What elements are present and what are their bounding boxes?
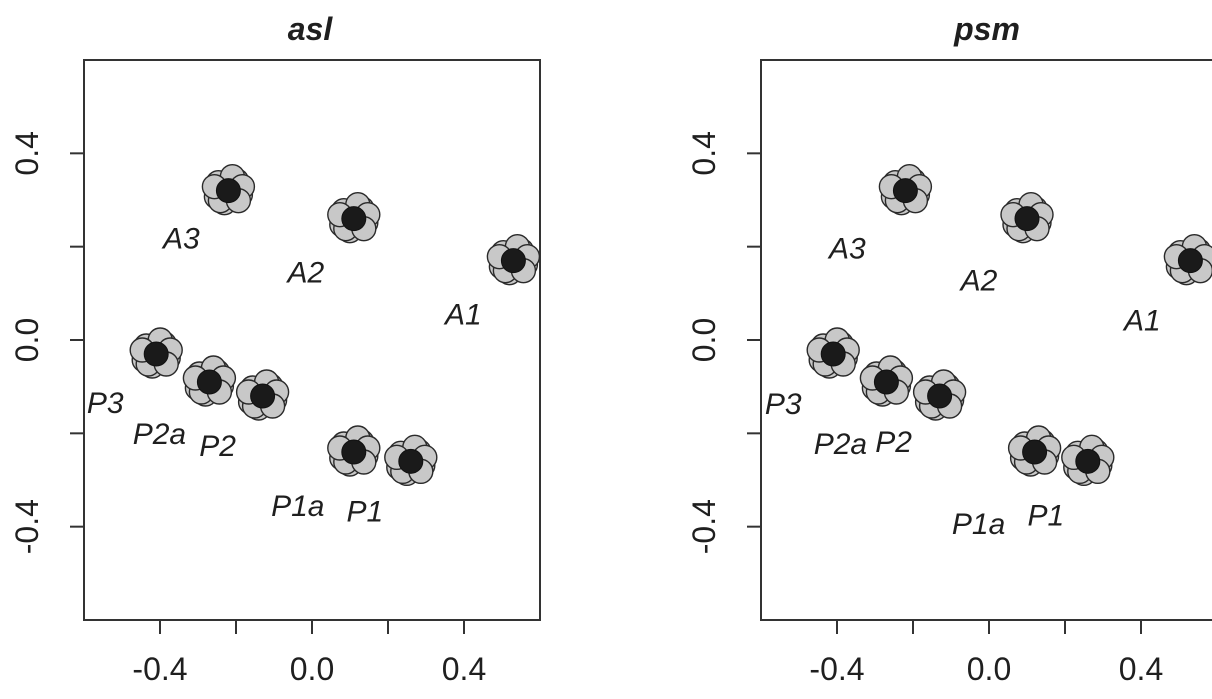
mean-point [892,178,918,204]
mean-point [927,383,953,409]
cluster-p2a [859,355,914,407]
cluster-a3 [878,163,933,216]
chart-title: psm [953,11,1020,47]
point-label: A2 [285,257,324,290]
cluster-a1 [1163,233,1212,286]
cluster-p3 [129,327,183,379]
cluster-p3 [806,327,860,379]
cluster-p2 [235,369,290,421]
cluster-a3 [201,163,256,216]
point-label: A3 [827,233,866,266]
cluster-p1a [327,425,381,477]
mean-point [1022,439,1048,465]
cluster-p1 [1061,434,1115,487]
point-label: A1 [1122,305,1161,338]
mean-point [398,448,424,474]
mean-point [341,439,367,465]
point-label: P1 [1027,499,1064,532]
point-label: P3 [87,387,124,420]
mean-point [215,178,241,204]
point-label: A2 [959,265,998,298]
cluster-a2 [327,191,381,244]
chart-title: asl [288,11,334,47]
mean-point [1177,248,1203,274]
point-label: P1 [346,495,383,528]
y-tick-label: -0.4 [9,499,45,554]
point-label: P3 [765,388,802,421]
cluster-a1 [486,233,540,286]
point-label: P2 [199,430,236,463]
point-label: P1a [952,508,1005,541]
mean-point [341,206,367,232]
panel-asl: asl -0.4 0.0 0.4 -0.4 0.0 0.4 A1 A2 A3 P1 P1a P2 P2a P… [9,11,541,687]
y-tick-label: -0.4 [686,499,722,554]
mean-point [196,369,222,395]
x-tick-label: 0.0 [290,651,334,687]
mean-point [873,369,899,395]
cluster-p1 [384,434,438,487]
point-label: P2 [875,426,912,459]
cluster-p1a [1007,425,1062,477]
mean-point [1075,448,1101,474]
mean-point [1014,206,1040,232]
x-tick-label: 0.4 [1119,651,1163,687]
mean-point [143,341,169,367]
points-layer [129,163,540,487]
mean-point [820,341,846,367]
y-tick-label: 0.0 [686,318,722,362]
mean-point [500,248,526,274]
y-tick-label: 0.0 [9,318,45,362]
point-label: A3 [161,223,200,256]
cluster-p2a [182,355,237,407]
point-label: A1 [443,299,482,332]
point-label: P2a [814,428,867,461]
x-tick-label: 0.0 [967,651,1011,687]
x-tick-label: -0.4 [132,651,187,687]
points-layer [806,163,1212,487]
point-label: P1a [271,490,324,523]
x-tick-label: -0.4 [809,651,864,687]
cluster-a2 [1000,191,1054,244]
y-tick-label: 0.4 [9,131,45,175]
y-tick-label: 0.4 [686,131,722,175]
x-tick-label: 0.4 [442,651,486,687]
cluster-p2 [912,369,967,421]
mean-point [250,383,276,409]
point-label: P2a [133,418,186,451]
